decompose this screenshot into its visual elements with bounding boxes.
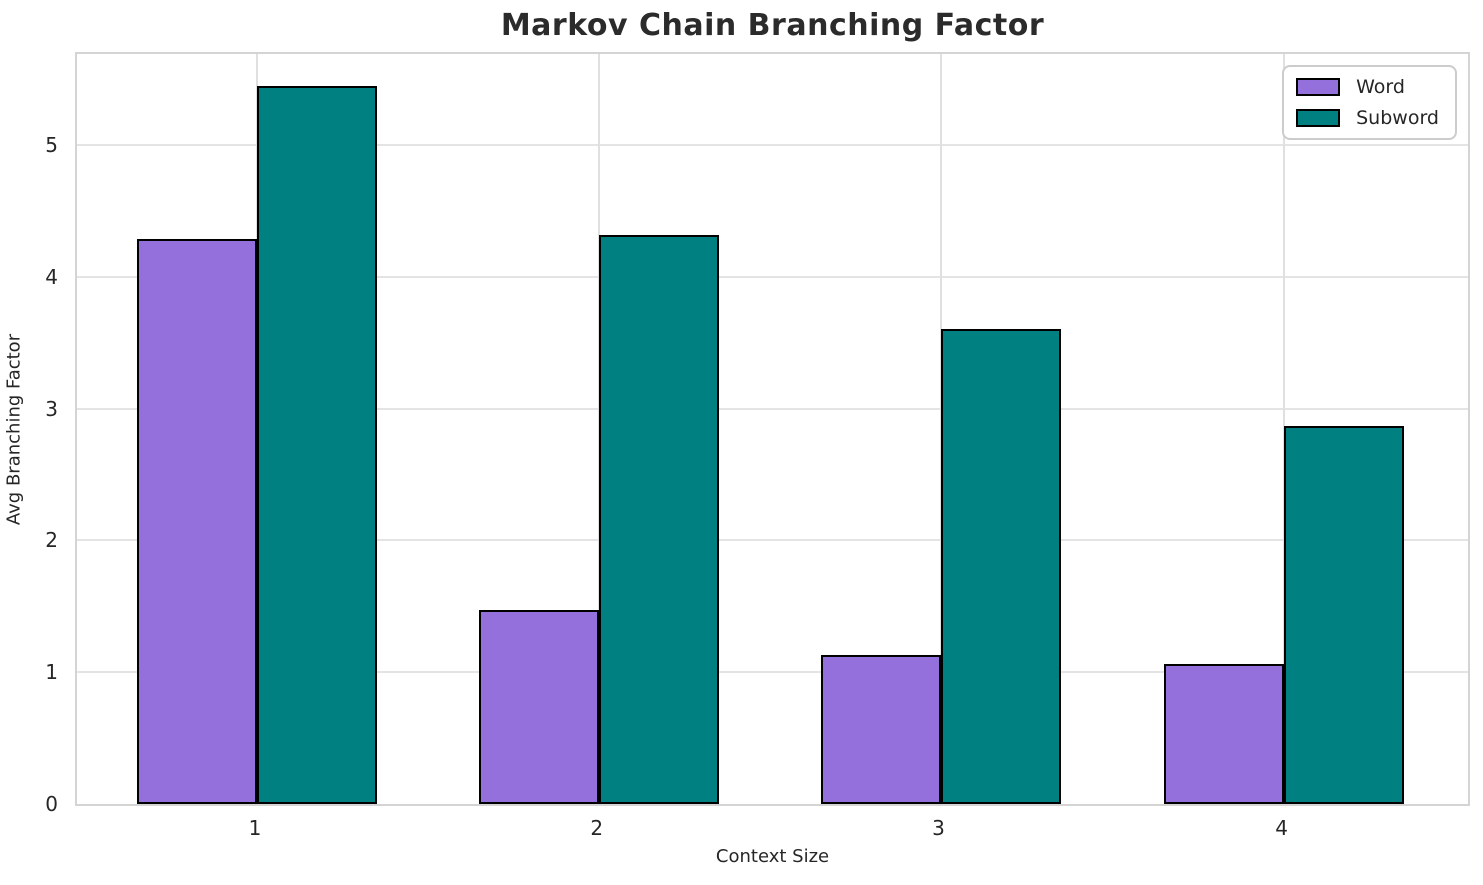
x-tick-3: 3	[932, 816, 945, 840]
bar-word-context-2	[478, 610, 599, 804]
y-tick-4: 4	[45, 264, 58, 289]
bar-word-context-4	[1163, 664, 1284, 804]
x-axis-label: Context Size	[715, 846, 830, 867]
y-tick-0: 0	[45, 792, 58, 816]
legend-swatch-word	[1296, 78, 1341, 96]
gridline-y-1	[77, 671, 1468, 674]
y-tick-1: 1	[45, 660, 58, 685]
legend-swatch-subword	[1296, 109, 1341, 127]
y-tick-3: 3	[45, 396, 58, 421]
bar-word-context-3	[820, 655, 941, 804]
y-axis-label: Avg Branching Factor	[3, 333, 25, 526]
plot-area: Word Subword	[75, 52, 1470, 806]
x-tick-4: 4	[1275, 816, 1289, 840]
legend-label-word: Word	[1356, 76, 1405, 98]
gridline-y-2	[77, 539, 1468, 542]
gridline-y-4	[77, 275, 1468, 278]
gridline-y-5	[77, 143, 1468, 146]
y-tick-2: 2	[45, 528, 58, 553]
bar-subword-context-3	[940, 329, 1061, 804]
bar-subword-context-4	[1283, 425, 1404, 804]
y-tick-5: 5	[45, 132, 58, 157]
legend-entry-word: Word	[1296, 76, 1439, 98]
legend: Word Subword	[1282, 65, 1457, 140]
gridline-y-3	[77, 407, 1468, 410]
x-tick-2: 2	[590, 816, 604, 840]
bar-subword-context-2	[598, 234, 719, 804]
chart-title: Markov Chain Branching Factor	[500, 8, 1045, 43]
legend-label-subword: Subword	[1356, 107, 1439, 129]
legend-entry-subword: Subword	[1296, 107, 1439, 129]
bar-subword-context-1	[256, 85, 377, 804]
x-tick-1: 1	[248, 816, 262, 840]
bar-word-context-1	[136, 238, 257, 804]
